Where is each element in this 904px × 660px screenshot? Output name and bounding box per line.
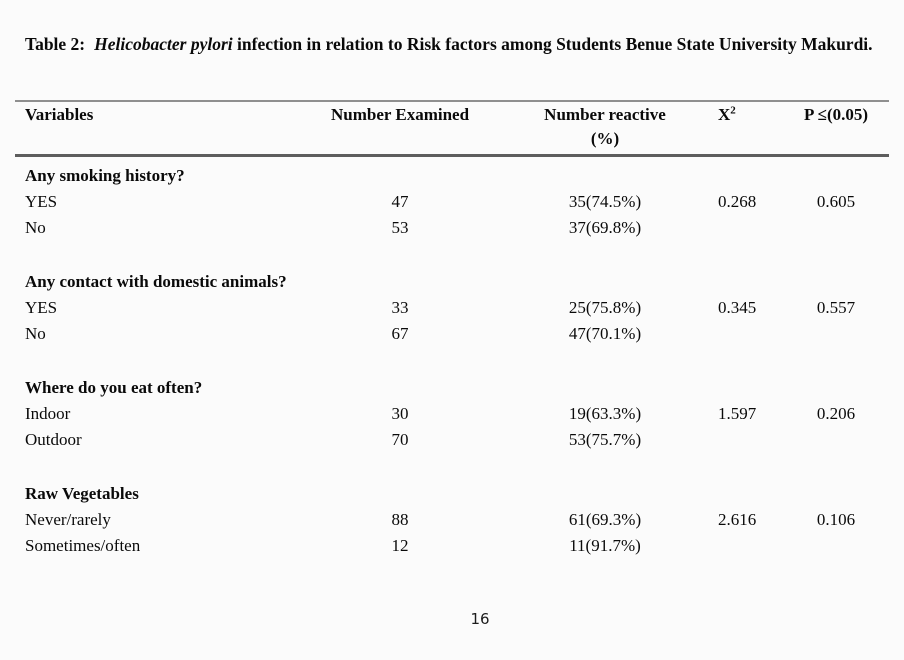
section-spacer	[15, 241, 889, 269]
cell-chi-square	[715, 321, 783, 347]
cell-examined: 67	[391, 324, 409, 343]
cell-variable: YES	[25, 298, 58, 317]
table-header-bottom-rule	[15, 154, 889, 157]
caption-text: infection in relation to Risk factors am…	[232, 34, 873, 54]
table-top-rule	[15, 100, 889, 102]
cell-p-value	[783, 215, 889, 241]
cell-variable: Indoor	[25, 404, 71, 423]
caption-organism-name: Helicobacter pylori	[94, 34, 233, 54]
section-heading-domestic-animals: Any contact with domestic animals?	[25, 272, 287, 291]
chi-square-base: X	[718, 105, 731, 124]
column-header-chi-square: X2	[715, 103, 783, 151]
cell-variable: Never/rarely	[25, 510, 111, 529]
section-spacer	[15, 347, 889, 375]
table-row: Never/rarely 88 61(69.3%) 2.616 0.106	[15, 507, 889, 533]
table-row: Sometimes/often 12 11(91.7%)	[15, 533, 889, 559]
table-row: Indoor 30 19(63.3%) 1.597 0.206	[15, 401, 889, 427]
cell-p-value	[783, 533, 889, 559]
table-row: YES 47 35(74.5%) 0.268 0.605	[15, 189, 889, 215]
table-row: No 53 37(69.8%)	[15, 215, 889, 241]
table-body: Any smoking history? YES 47 35(74.5%) 0.…	[15, 163, 889, 559]
cell-reactive: 37(69.8%)	[568, 218, 642, 237]
cell-reactive: 11(91.7%)	[569, 536, 641, 555]
section-heading-eat-often: Where do you eat often?	[25, 378, 203, 397]
cell-chi-square: 1.597	[718, 404, 757, 423]
cell-examined: 33	[391, 298, 409, 317]
cell-chi-square	[715, 427, 783, 453]
section-heading-row: Any contact with domestic animals?	[15, 269, 889, 295]
section-heading-row: Where do you eat often?	[15, 375, 889, 401]
cell-chi-square	[715, 533, 783, 559]
column-header-p-value: P ≤(0.05)	[803, 105, 869, 124]
cell-variable: Outdoor	[25, 430, 82, 449]
cell-reactive: 19(63.3%)	[568, 404, 642, 423]
cell-p-value	[783, 427, 889, 453]
section-heading-row: Raw Vegetables	[15, 481, 889, 507]
cell-variable: No	[25, 218, 46, 237]
table-caption: Table 2: Helicobacter pylori infection in…	[25, 30, 881, 58]
cell-chi-square: 0.268	[718, 192, 757, 211]
table-header-row: Variables Number Examined Number reactiv…	[15, 103, 889, 151]
cell-chi-square: 0.345	[718, 298, 757, 317]
cell-examined: 53	[391, 218, 409, 237]
section-heading-smoking: Any smoking history?	[25, 166, 185, 185]
section-spacer	[15, 453, 889, 481]
chi-square-exponent: 2	[730, 104, 736, 117]
column-header-number-reactive-line2: (%)	[590, 129, 620, 148]
cell-reactive: 35(74.5%)	[568, 192, 642, 211]
cell-chi-square: 2.616	[718, 510, 757, 529]
column-header-number-examined: Number Examined	[330, 105, 470, 124]
cell-examined: 30	[391, 404, 409, 423]
table-row: No 67 47(70.1%)	[15, 321, 889, 347]
cell-examined: 70	[391, 430, 409, 449]
page-number: 16	[470, 610, 490, 628]
column-header-variables: Variables	[25, 105, 94, 124]
cell-p-value: 0.206	[816, 404, 856, 423]
cell-examined: 12	[391, 536, 409, 555]
cell-p-value	[783, 321, 889, 347]
cell-p-value: 0.605	[816, 192, 856, 211]
caption-label: Table 2:	[25, 34, 86, 54]
cell-examined: 88	[391, 510, 409, 529]
cell-variable: No	[25, 324, 46, 343]
cell-p-value: 0.557	[816, 298, 856, 317]
cell-reactive: 25(75.8%)	[568, 298, 642, 317]
cell-reactive: 61(69.3%)	[568, 510, 642, 529]
cell-p-value: 0.106	[816, 510, 856, 529]
cell-reactive: 53(75.7%)	[568, 430, 642, 449]
cell-chi-square	[715, 215, 783, 241]
cell-examined: 47	[391, 192, 409, 211]
table-row: YES 33 25(75.8%) 0.345 0.557	[15, 295, 889, 321]
cell-reactive: 47(70.1%)	[568, 324, 642, 343]
table-row: Outdoor 70 53(75.7%)	[15, 427, 889, 453]
column-header-number-reactive-line1: Number reactive	[544, 105, 666, 124]
section-heading-row: Any smoking history?	[15, 163, 889, 189]
cell-variable: Sometimes/often	[25, 536, 141, 555]
section-heading-raw-vegetables: Raw Vegetables	[25, 484, 139, 503]
cell-variable: YES	[25, 192, 58, 211]
column-header-number-reactive: Number reactive (%)	[495, 103, 715, 151]
